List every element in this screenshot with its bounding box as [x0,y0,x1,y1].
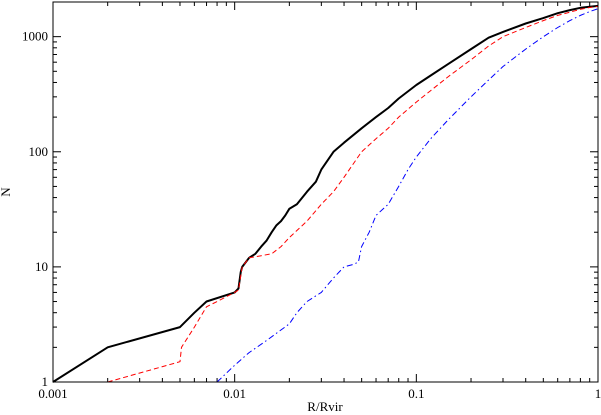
y-tick-label: 1 [42,374,49,389]
y-tick-labels: 1 10 100 1000 [22,29,48,389]
y-axis-title: N [0,187,13,197]
plot-frame [52,1,599,383]
y-tick-label: 10 [35,259,48,274]
axis-ticks [52,1,599,383]
series-line-3 [216,8,599,383]
x-tick-labels: 0.001 0.01 0.1 1 [38,386,601,401]
y-tick-label: 100 [29,144,49,159]
x-axis-title: R/Rvir [307,399,343,414]
y-tick-label: 1000 [22,29,48,44]
x-tick-label: 0.01 [223,386,246,401]
series-line-1 [52,4,599,383]
x-tick-label: 0.1 [408,386,424,401]
x-tick-label: 0.001 [38,386,67,401]
x-tick-label: 1 [595,386,601,401]
series-line-2 [107,5,599,383]
series-layer [52,4,599,383]
